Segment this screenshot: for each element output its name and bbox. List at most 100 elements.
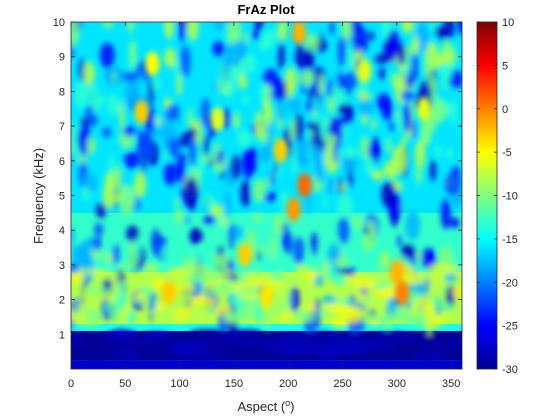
- texture-blob: [291, 146, 297, 177]
- texture-blob: [293, 310, 309, 320]
- x-tick-label: 350: [442, 378, 460, 390]
- texture-blob: [230, 332, 271, 340]
- texture-blob: [166, 267, 191, 280]
- texture-blob: [134, 236, 141, 262]
- hotspot: [237, 242, 252, 267]
- texture-blob: [151, 129, 162, 138]
- texture-blob: [338, 35, 346, 67]
- texture-blob: [241, 149, 256, 179]
- texture-blob: [277, 98, 285, 123]
- texture-blob: [134, 171, 147, 198]
- texture-blob: [111, 243, 120, 265]
- y-tick-label: 3: [59, 260, 65, 272]
- texture-blob: [446, 146, 454, 160]
- texture-blob: [113, 164, 123, 194]
- hotspot: [134, 100, 149, 125]
- texture-blob: [250, 30, 261, 40]
- texture-blob: [387, 29, 400, 58]
- texture-blob: [337, 216, 350, 245]
- texture-blob: [342, 71, 359, 91]
- texture-blob: [277, 22, 288, 42]
- texture-blob: [337, 193, 353, 220]
- texture-blob: [99, 94, 106, 104]
- texture-blob: [238, 299, 250, 310]
- colorbar-tick-label: 10: [502, 17, 514, 29]
- texture-blob: [346, 275, 359, 284]
- y-tick-label: 10: [53, 17, 65, 29]
- texture-blob: [97, 285, 106, 297]
- texture-blob: [152, 77, 161, 90]
- texture-blob: [188, 136, 198, 165]
- texture-blob: [454, 243, 462, 271]
- texture-blob: [423, 53, 432, 79]
- texture-blob: [381, 181, 396, 208]
- texture-blob: [419, 121, 432, 146]
- texture-blob: [86, 136, 96, 156]
- texture-blob: [196, 349, 238, 355]
- texture-blob: [174, 209, 185, 224]
- texture-blob: [402, 102, 412, 133]
- texture-blob: [450, 97, 457, 126]
- y-tick-label: 7: [59, 121, 65, 133]
- texture-blob: [247, 280, 257, 287]
- chart-title: FrAz Plot: [237, 2, 295, 17]
- texture-blob: [142, 331, 170, 338]
- texture-blob: [294, 112, 304, 143]
- texture-blob: [114, 351, 140, 359]
- texture-blob: [261, 29, 277, 45]
- colorbar-tick-label: -20: [502, 277, 518, 289]
- texture-blob: [363, 226, 369, 235]
- texture-blob: [328, 260, 335, 282]
- texture-blob: [136, 129, 144, 141]
- texture-blob: [84, 185, 89, 203]
- texture-blob: [318, 73, 326, 96]
- texture-blob: [244, 32, 250, 44]
- texture-blob: [352, 216, 358, 226]
- texture-blob: [277, 42, 285, 70]
- texture-blob: [313, 98, 319, 126]
- texture-blob: [434, 144, 442, 159]
- texture-blob: [242, 94, 250, 105]
- texture-blob: [175, 310, 194, 316]
- colorbar-tick-label: 0: [502, 104, 508, 116]
- texture-blob: [337, 306, 365, 318]
- texture-blob: [109, 329, 137, 339]
- texture-blob: [360, 134, 369, 159]
- texture-blob: [86, 283, 97, 296]
- texture-blob: [270, 234, 277, 261]
- texture-blob: [299, 70, 315, 86]
- colorbar-tick-label: 5: [502, 60, 508, 72]
- texture-blob: [397, 42, 406, 66]
- texture-blob: [137, 286, 153, 295]
- hotspot: [145, 51, 160, 76]
- texture-blob: [79, 239, 93, 269]
- texture-blob: [165, 103, 180, 121]
- texture-blob: [163, 47, 177, 68]
- texture-blob: [76, 301, 95, 309]
- texture-blob: [305, 275, 316, 284]
- texture-blob: [394, 181, 403, 192]
- texture-blob: [204, 289, 232, 296]
- texture-blob: [214, 22, 225, 32]
- texture-blob: [143, 264, 160, 273]
- texture-blob: [411, 35, 420, 56]
- texture-blob: [432, 26, 448, 37]
- texture-blob: [124, 345, 160, 352]
- texture-blob: [214, 306, 231, 314]
- texture-blob: [174, 317, 186, 323]
- texture-blob: [432, 98, 447, 123]
- texture-blob: [148, 77, 154, 108]
- texture-blob: [92, 236, 102, 252]
- texture-blob: [337, 103, 352, 117]
- texture-blob: [187, 127, 197, 140]
- texture-blob: [290, 286, 300, 313]
- texture-blob: [117, 280, 126, 289]
- x-tick-label: 300: [388, 378, 406, 390]
- texture-blob: [363, 301, 377, 309]
- texture-blob: [284, 67, 297, 94]
- texture-blob: [106, 287, 123, 298]
- texture-blob: [85, 85, 100, 107]
- texture-blob: [316, 349, 340, 359]
- texture-blob: [240, 285, 262, 295]
- texture-blob: [295, 137, 311, 167]
